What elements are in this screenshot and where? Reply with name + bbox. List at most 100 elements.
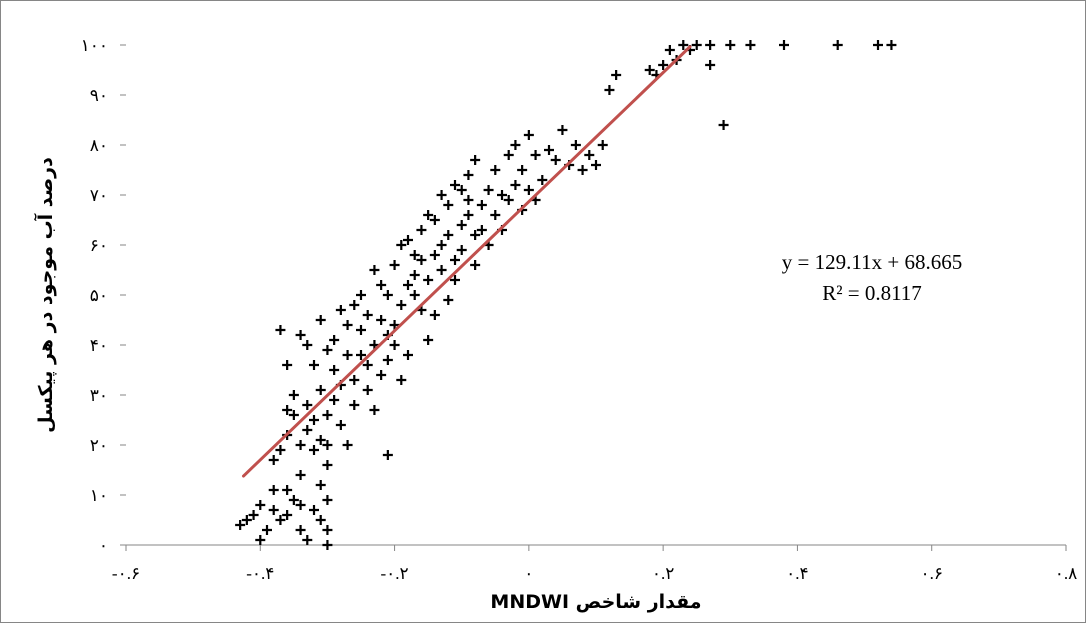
data-point <box>463 195 474 205</box>
data-point <box>268 505 279 515</box>
data-point <box>309 505 319 515</box>
data-point <box>302 340 313 350</box>
y-tick-label: ۵۰ <box>90 286 108 305</box>
data-point <box>362 385 373 395</box>
data-point <box>322 345 333 355</box>
data-point <box>443 200 454 210</box>
data-point <box>369 265 380 275</box>
data-point <box>315 480 326 490</box>
data-point <box>409 250 420 260</box>
data-point <box>382 355 393 365</box>
data-point <box>315 435 326 445</box>
data-point <box>443 230 454 240</box>
y-axis: ۰ ۱۰ ۲۰ ۳۰ ۴۰ ۵۰ ۶۰ ۷۰ ۸۰ ۹۰ ۱۰۰ <box>81 36 126 555</box>
data-point <box>309 360 319 370</box>
data-point <box>282 405 293 415</box>
y-tick-label: ۴۰ <box>90 336 108 355</box>
data-point <box>389 260 400 270</box>
data-point <box>309 445 319 455</box>
data-point <box>255 535 266 545</box>
data-point <box>322 525 333 535</box>
data-point <box>396 240 407 250</box>
data-point <box>658 60 669 70</box>
y-axis-title: درصد آب موجود در هر پیکسل <box>33 157 57 433</box>
data-point <box>335 420 346 430</box>
data-point <box>268 485 279 495</box>
data-point <box>604 85 615 95</box>
data-point <box>295 500 306 510</box>
data-point <box>416 225 427 235</box>
y-tick-label: ۹۰ <box>90 86 108 105</box>
data-point <box>436 240 447 250</box>
data-point <box>396 300 407 310</box>
data-point <box>450 180 460 190</box>
data-point <box>282 510 293 520</box>
y-tick-label: ۰ <box>99 536 108 555</box>
data-point <box>349 300 360 310</box>
data-point <box>356 325 366 335</box>
x-axis: -۰.۶ -۰.۴ -۰.۲ ۰ ۰.۲ ۰.۴ ۰.۶ ۰.۸ <box>112 544 1078 583</box>
data-point <box>463 170 474 180</box>
data-point <box>429 215 440 225</box>
x-tick-label: ۰ <box>524 564 533 583</box>
data-point <box>584 150 595 160</box>
data-point <box>349 400 360 410</box>
data-point <box>470 260 481 270</box>
data-point <box>309 415 319 425</box>
data-point <box>322 495 333 505</box>
data-point <box>570 140 581 150</box>
y-tick-label: ۳۰ <box>90 386 108 405</box>
data-point <box>490 165 501 175</box>
data-point <box>544 145 554 155</box>
data-point <box>436 190 447 200</box>
data-point <box>295 470 306 480</box>
data-point <box>429 250 440 260</box>
data-point <box>450 255 460 265</box>
trendline-equation: y = 129.11x + 68.665 <box>782 250 962 274</box>
data-point <box>322 460 333 470</box>
data-point <box>342 440 353 450</box>
data-point <box>873 40 883 50</box>
x-axis-title: مقدار شاخص MNDWI <box>490 591 701 613</box>
data-point <box>510 140 521 150</box>
data-point <box>248 510 259 520</box>
data-point <box>470 230 481 240</box>
data-point <box>282 360 293 370</box>
data-point <box>396 375 407 385</box>
data-point <box>443 295 454 305</box>
data-point <box>591 160 601 170</box>
data-point <box>497 190 507 200</box>
data-point <box>463 210 474 220</box>
trendline <box>242 45 692 478</box>
data-point <box>886 40 897 50</box>
data-point <box>503 150 514 160</box>
data-point <box>429 310 440 320</box>
data-point <box>362 360 373 370</box>
data-point <box>523 185 534 195</box>
data-point <box>436 265 447 275</box>
data-points <box>235 40 897 550</box>
data-point <box>450 275 460 285</box>
data-point <box>416 255 427 265</box>
data-point <box>557 125 568 135</box>
x-tick-label: ۰.۸ <box>1055 564 1078 583</box>
data-point <box>288 390 299 400</box>
data-point <box>322 540 333 550</box>
data-point <box>315 315 326 325</box>
data-point <box>705 60 716 70</box>
data-point <box>235 520 246 530</box>
data-point <box>705 40 716 50</box>
data-point <box>725 40 736 50</box>
data-point <box>315 515 326 525</box>
data-point <box>322 440 333 450</box>
data-point <box>644 65 655 75</box>
data-point <box>456 245 467 255</box>
data-point <box>523 130 534 140</box>
data-point <box>409 290 420 300</box>
data-point <box>329 365 340 375</box>
y-tick-label: ۷۰ <box>90 186 108 205</box>
x-tick-label: ۰.۴ <box>786 564 809 583</box>
data-point <box>382 290 393 300</box>
